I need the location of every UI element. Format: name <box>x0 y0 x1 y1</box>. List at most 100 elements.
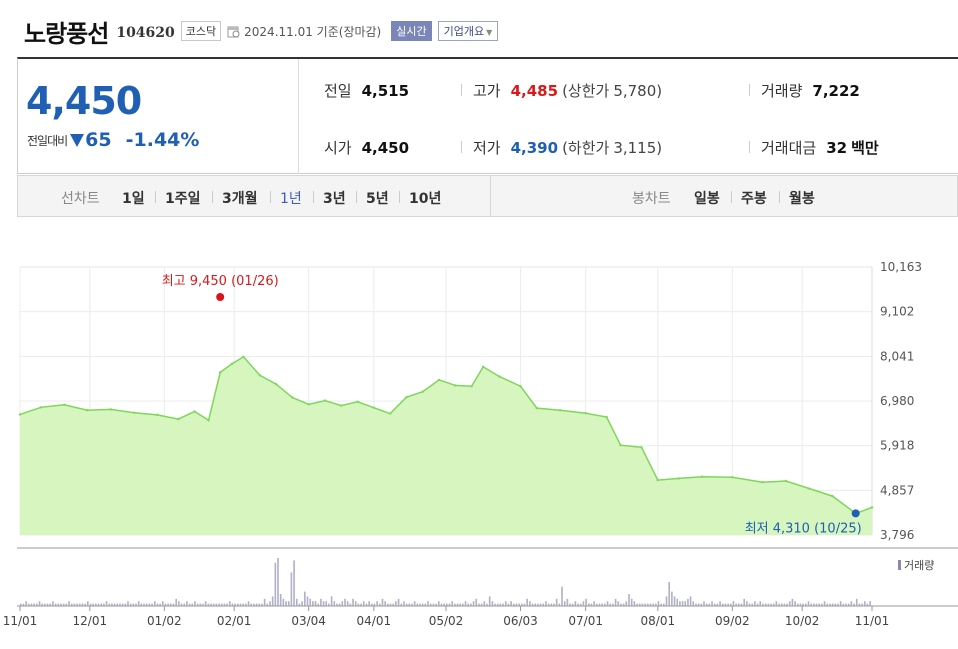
volume-bar <box>309 598 311 606</box>
volume-bar <box>253 603 255 606</box>
volume-bar <box>62 603 65 606</box>
volume-bar <box>304 591 306 606</box>
x-tick-label: 12/01 <box>73 614 108 628</box>
volume-bar <box>488 596 491 606</box>
period-1d[interactable]: 1일 <box>122 191 145 207</box>
volume-bar <box>746 601 748 606</box>
x-tick-label: 09/02 <box>715 614 750 628</box>
volume-bar <box>188 603 191 606</box>
upper-limit-label: (상한가 <box>562 82 610 100</box>
period-10y[interactable]: 10년 <box>409 191 442 207</box>
volume-bar <box>411 603 413 606</box>
price-point <box>18 413 22 416</box>
volume-bar <box>711 601 713 606</box>
period-3y[interactable]: 3년 <box>323 191 346 207</box>
volume-bar <box>529 601 531 606</box>
dropdown-triangle-icon: ▼ <box>486 28 493 37</box>
volume-bar <box>266 603 269 606</box>
volume-bar <box>649 603 652 606</box>
volume-bar <box>839 601 842 606</box>
volume-bar <box>486 603 488 606</box>
volume-bar <box>542 603 545 606</box>
volume-bar <box>762 603 764 606</box>
x-tick-label: 03/04 <box>291 614 326 628</box>
volume-bar <box>545 601 547 606</box>
period-1y[interactable]: 1년 <box>280 191 302 207</box>
volume-bar <box>194 601 196 606</box>
candle-daily[interactable]: 일봉 <box>694 191 720 207</box>
volume-bar <box>298 603 301 606</box>
volume-bar <box>775 601 778 606</box>
volume-bar <box>727 603 729 606</box>
high-price: 고가 4,485 (상한가 5,780) <box>473 80 662 101</box>
price-point <box>291 396 294 399</box>
volume-bar <box>780 603 783 606</box>
price-point <box>831 494 834 498</box>
volume-bar <box>770 603 772 606</box>
open-value: 4,450 <box>361 138 410 157</box>
candle-weekly[interactable]: 주봉 <box>741 191 767 207</box>
x-tick-label: 05/02 <box>429 614 464 628</box>
divider <box>155 191 156 203</box>
divider <box>212 191 213 203</box>
volume-bar <box>823 601 826 606</box>
volume-bar <box>54 603 57 606</box>
volume-bar <box>512 603 515 606</box>
volume-bar <box>504 601 507 606</box>
volume-bar <box>547 603 550 606</box>
volume-bar <box>368 601 370 606</box>
volume-bar <box>25 601 27 606</box>
volume-bar <box>255 603 258 606</box>
period-1w[interactable]: 1주일 <box>165 191 201 207</box>
volume-bar <box>563 601 566 606</box>
price-point <box>109 408 112 411</box>
volume-bar <box>60 603 62 606</box>
volume-bar <box>421 603 424 606</box>
x-tick-label: 01/02 <box>147 614 182 628</box>
volume-bar <box>454 603 456 606</box>
volume-bar <box>226 603 228 606</box>
price-point <box>274 382 278 386</box>
volume-bar <box>137 601 140 606</box>
turnover-unit: 백만 <box>851 139 879 157</box>
volume-bar <box>724 603 727 606</box>
volume-bar <box>802 603 804 606</box>
volume-bar <box>713 603 716 606</box>
divider <box>779 191 780 203</box>
volume-bar <box>813 603 815 606</box>
price-point <box>242 355 245 358</box>
volume-bar <box>76 603 78 606</box>
volume-bar <box>692 601 695 606</box>
price-point <box>784 479 788 483</box>
price-point <box>870 506 874 509</box>
low-value: 4,390 <box>510 138 559 157</box>
price-point <box>307 403 310 406</box>
volume-bar <box>644 603 646 606</box>
volume-bar <box>778 603 780 606</box>
volume-bar <box>395 601 397 606</box>
volume-bar <box>36 603 38 606</box>
volume-bar <box>33 603 36 606</box>
volume-bar <box>534 603 537 606</box>
volume-bar <box>502 603 504 606</box>
volume-bar <box>657 601 660 606</box>
corp-info-dropdown[interactable]: 기업개요 ▼ <box>437 21 499 41</box>
volume-bar <box>427 601 429 606</box>
volume-bar <box>28 603 30 606</box>
volume-bar <box>799 603 802 606</box>
volume-bar <box>325 601 328 606</box>
y-tick-label: 3,796 <box>880 528 914 542</box>
volume-bar <box>783 603 786 606</box>
volume-bar <box>370 603 373 606</box>
realtime-button[interactable]: 실시간 <box>391 21 432 41</box>
volume-bar <box>49 603 52 606</box>
volume-bar <box>362 601 365 606</box>
period-3m[interactable]: 3개월 <box>222 191 258 207</box>
divider <box>731 191 732 203</box>
base-date: 2024.11.01 기준(장마감) <box>244 24 382 39</box>
candle-monthly[interactable]: 월봉 <box>789 191 815 207</box>
volume-bar <box>357 603 360 606</box>
volume-bar <box>679 601 681 606</box>
period-5y[interactable]: 5년 <box>366 191 389 207</box>
volume-bar <box>821 603 823 606</box>
